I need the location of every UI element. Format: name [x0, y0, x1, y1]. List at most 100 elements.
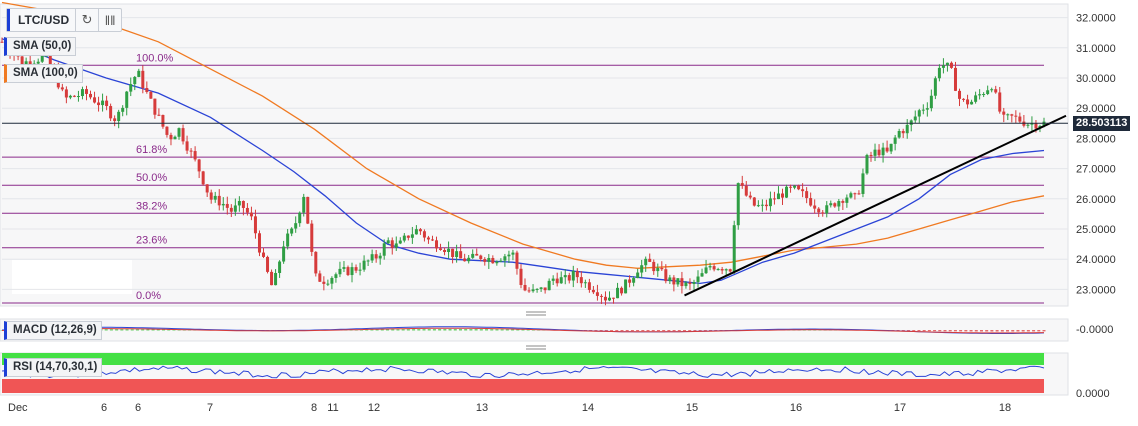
price-axis: 32.0000 31.0000 30.0000 29.0000 28.0000 27.00… [1076, 13, 1116, 297]
candle-body [978, 94, 982, 96]
macd-bar [912, 330, 916, 331]
time-tick-label: 6 [135, 402, 141, 414]
candle-body [612, 297, 616, 299]
candle-body [523, 284, 527, 291]
candle-body [543, 287, 547, 291]
candle-body [937, 67, 941, 79]
macd-bar [985, 330, 989, 332]
macd-bar [990, 330, 994, 332]
sma100-label[interactable]: SMA (100,0) [4, 64, 83, 83]
candle-body [455, 251, 459, 257]
candle-body [225, 203, 229, 208]
candle-body [447, 248, 451, 252]
time-axis: Dec 6 6 7 8 11 12 13 14 15 16 17 18 [8, 402, 1011, 414]
macd-bar [485, 329, 489, 331]
macd-bar [422, 329, 426, 331]
candle-body [958, 90, 962, 99]
candle-body [998, 92, 1002, 112]
chart-toolbar: LTC/USD ↻ ‖‖ [6, 8, 123, 32]
macd-bar [672, 330, 676, 332]
candle-body [636, 272, 640, 279]
macd-bar [974, 330, 978, 332]
rsi-label[interactable]: RSI (14,70,30,1) [4, 358, 103, 377]
macd-bar [505, 329, 509, 331]
candle-body [378, 255, 382, 259]
macd-bar [443, 329, 447, 331]
candle-body [785, 186, 789, 198]
candle-body [237, 200, 241, 206]
candle-body [205, 184, 209, 193]
candle-body [394, 243, 398, 248]
candle-body [797, 185, 801, 190]
candle-body [72, 95, 76, 97]
candle-body [764, 204, 768, 207]
main-panel [0, 3, 1069, 307]
macd-bar [453, 329, 457, 331]
candle-body [161, 114, 165, 127]
macd-bar [896, 330, 900, 331]
candle-body [801, 189, 805, 192]
candle-body [153, 98, 157, 115]
rsi-axis-label: 0.0000 [1076, 388, 1110, 400]
fib-label: 50.0% [136, 172, 167, 184]
candle-body [402, 235, 406, 241]
rsi-overbought-band [2, 353, 1044, 365]
fib-label: 100.0% [136, 52, 174, 64]
candle-body [105, 100, 109, 107]
candle-body [350, 267, 354, 276]
candle-body [322, 281, 326, 284]
candle-body [479, 255, 483, 260]
macd-bar [907, 330, 911, 331]
candle-body [953, 67, 957, 91]
macd-label[interactable]: MACD (12,26,9) [4, 321, 102, 340]
candle-body [607, 297, 611, 301]
macd-bar [401, 329, 405, 331]
sma50-label[interactable]: SMA (50,0) [4, 37, 77, 56]
candle-body [129, 84, 133, 92]
candle-body [776, 193, 780, 200]
candle-body [632, 278, 636, 283]
candle-body [720, 269, 724, 271]
symbol-label[interactable]: LTC/USD [7, 9, 75, 31]
candle-body [624, 279, 628, 294]
panel-splitter[interactable] [526, 345, 546, 350]
candle-body [1034, 123, 1038, 129]
macd-bar [130, 329, 134, 331]
candle-body [60, 87, 64, 90]
macd-bar [969, 330, 973, 332]
candle-body [909, 120, 913, 125]
candle-body [620, 287, 624, 294]
macd-bar [172, 329, 176, 331]
candle-body [555, 278, 559, 284]
candle-body [668, 277, 672, 282]
candle-body [865, 154, 869, 174]
candle-body [310, 223, 314, 252]
candle-body [257, 233, 261, 253]
candle-body [298, 212, 302, 224]
macd-bar [709, 330, 713, 331]
candle-body [825, 205, 829, 214]
candle-body [817, 208, 821, 213]
candle-body [676, 278, 680, 285]
candle-body [660, 267, 664, 270]
candle-body [169, 134, 173, 140]
candle-body [36, 61, 40, 64]
candle-body [772, 198, 776, 200]
bar-chart-icon[interactable]: ‖‖ [98, 9, 121, 31]
candle-body [571, 271, 575, 281]
candle-body [241, 200, 245, 208]
candle-body [306, 196, 310, 224]
candle-body [680, 278, 684, 287]
candle-body [426, 237, 430, 240]
candle-body [133, 76, 137, 85]
candle-body [756, 205, 760, 207]
panel-splitter[interactable] [526, 311, 546, 316]
candle-body [684, 282, 688, 287]
price-tick-label: 30.0000 [1076, 73, 1116, 85]
refresh-icon[interactable]: ↻ [75, 9, 98, 31]
sma50-path [1, 38, 1045, 285]
candle-body [499, 260, 503, 262]
candle-body [101, 100, 105, 106]
macd-bar [115, 329, 119, 331]
